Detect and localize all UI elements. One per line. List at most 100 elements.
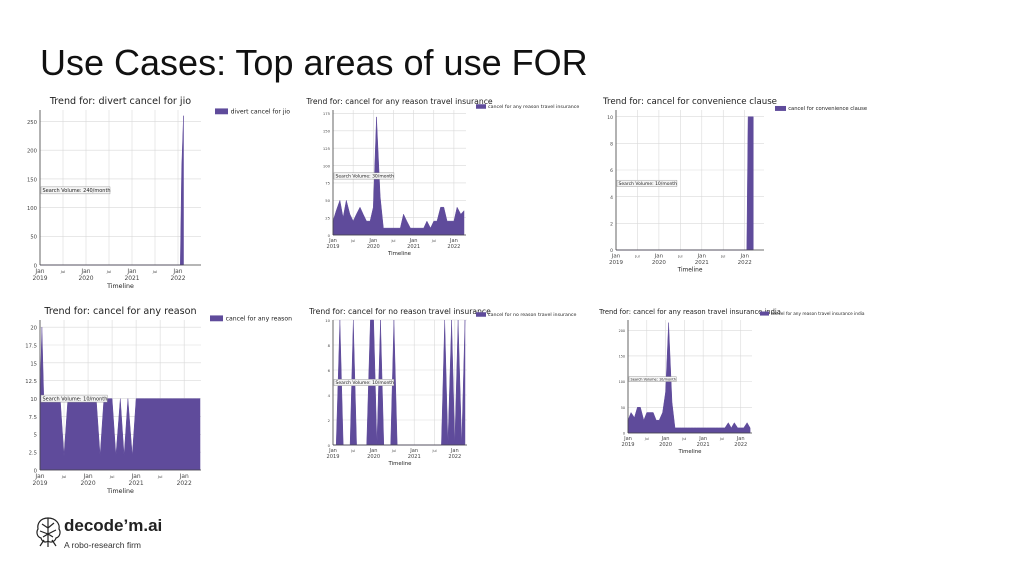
y-tick-label: 50 [621,406,625,410]
logo-name: decode’m.ai [64,516,163,535]
x-tick-label: Jan [126,268,136,275]
y-tick-label: 200 [619,329,625,333]
chart-title: Trend for: cancel for no reason travel i… [308,307,491,316]
x-tick-label: Jul [634,255,639,259]
x-tick-label: Jan [328,238,337,244]
x-tick-year: 2022 [447,244,460,250]
x-tick-label: Jan [328,448,337,454]
x-tick-year: 2021 [697,442,710,448]
y-tick-label: 4 [328,394,331,398]
search-volume-annotation: Search Volume: 10/month [619,181,678,187]
x-tick-label: Jul [644,437,649,441]
x-tick-label: Jan [697,254,707,260]
x-tick-label: Jan [450,448,459,454]
x-tick-year: 2022 [734,442,747,448]
y-tick-label: 0 [328,444,331,448]
logo-tagline: A robo-research firm [64,540,141,550]
legend-label: divert cancel for jio [231,108,291,115]
x-tick-year: 2022 [177,480,192,487]
y-tick-label: 10 [30,397,37,403]
x-tick-year: 2019 [32,275,47,282]
legend-swatch [210,315,223,322]
y-tick-label: 100 [323,164,331,168]
y-tick-label: 2.5 [29,451,37,457]
annotation-box [333,172,395,180]
x-tick-label: Jan [82,473,92,480]
search-volume-annotation: Search Volume: 240/month [43,188,111,194]
y-tick-label: 150 [619,355,625,359]
x-tick-label: Jul [157,474,163,479]
chart-title: Trend for: cancel for any reason travel … [305,97,493,106]
y-tick-label: 10 [325,319,330,323]
x-tick-label: Jul [61,474,67,479]
x-tick-year: 2019 [327,244,340,250]
y-tick-label: 0 [610,248,613,254]
legend-label: cancel for any reason [226,315,293,322]
legend-label: cancel for convenience clause [788,106,867,112]
y-tick-label: 12.5 [25,379,37,385]
x-tick-label: Jan [661,436,670,442]
legend-label: cancel for any reason travel insurance [488,104,579,110]
annotation-box [333,379,395,386]
y-tick-label: 0 [623,432,625,436]
x-axis-label: Timeline [678,449,703,455]
x-tick-label: Jul [350,239,355,243]
search-volume-annotation: Search Volume: 10/month [631,377,676,381]
logo: decode’m.ai A robo-research firm [34,512,234,562]
x-tick-label: Jul [681,437,686,441]
chart-title: Trend for: cancel for convenience clause [602,97,777,107]
series-area [332,116,465,236]
annotation-box [40,394,108,403]
x-tick-year: 2020 [367,244,380,250]
x-tick-year: 2021 [129,480,144,487]
x-tick-year: 2020 [652,260,667,266]
y-tick-label: 8 [610,141,613,147]
legend-label: cancel for any reason travel insurance i… [771,311,865,317]
x-tick-year: 2022 [448,454,461,460]
legend-label: cancel for no reason travel insurance [488,312,577,318]
series-area [39,327,201,471]
y-tick-label: 25 [325,216,330,220]
search-volume-annotation: Search Volume: 30/month [336,174,395,180]
y-tick-label: 175 [323,112,331,116]
x-tick-label: Jan [611,254,621,260]
x-tick-year: 2022 [170,275,185,282]
y-tick-label: 100 [27,206,37,212]
x-tick-label: Jan [449,238,458,244]
y-tick-label: 200 [27,149,37,155]
annotation-box [40,186,111,195]
y-tick-label: 75 [325,182,330,186]
x-tick-label: Jul [720,255,725,259]
y-tick-label: 0 [328,234,331,238]
x-tick-label: Jan [698,436,707,442]
y-tick-label: 2 [328,419,331,423]
x-tick-label: Jul [431,239,436,243]
y-tick-label: 4 [610,195,613,201]
x-tick-label: Jan [131,473,141,480]
annotation-box [628,376,677,382]
x-tick-label: Jul [391,449,396,453]
x-axis-label: Timeline [106,283,134,290]
x-tick-year: 2020 [78,275,93,282]
x-tick-label: Jan [80,268,90,275]
y-tick-label: 6 [610,168,613,174]
x-tick-year: 2019 [622,442,635,448]
x-tick-label: Jan [623,436,632,442]
brain-icon [36,517,61,547]
y-tick-label: 5 [34,433,37,439]
legend-swatch [775,105,786,111]
x-axis-label: Timeline [106,488,134,495]
y-tick-label: 50 [30,235,37,241]
legend-swatch [215,108,228,115]
y-tick-label: 250 [27,120,37,126]
y-tick-label: 15 [30,361,37,367]
x-tick-label: Jul [109,474,115,479]
x-tick-label: Jan [409,238,418,244]
x-tick-label: Jul [719,437,724,441]
x-tick-label: Jul [390,239,395,243]
x-tick-label: Jul [152,269,158,274]
